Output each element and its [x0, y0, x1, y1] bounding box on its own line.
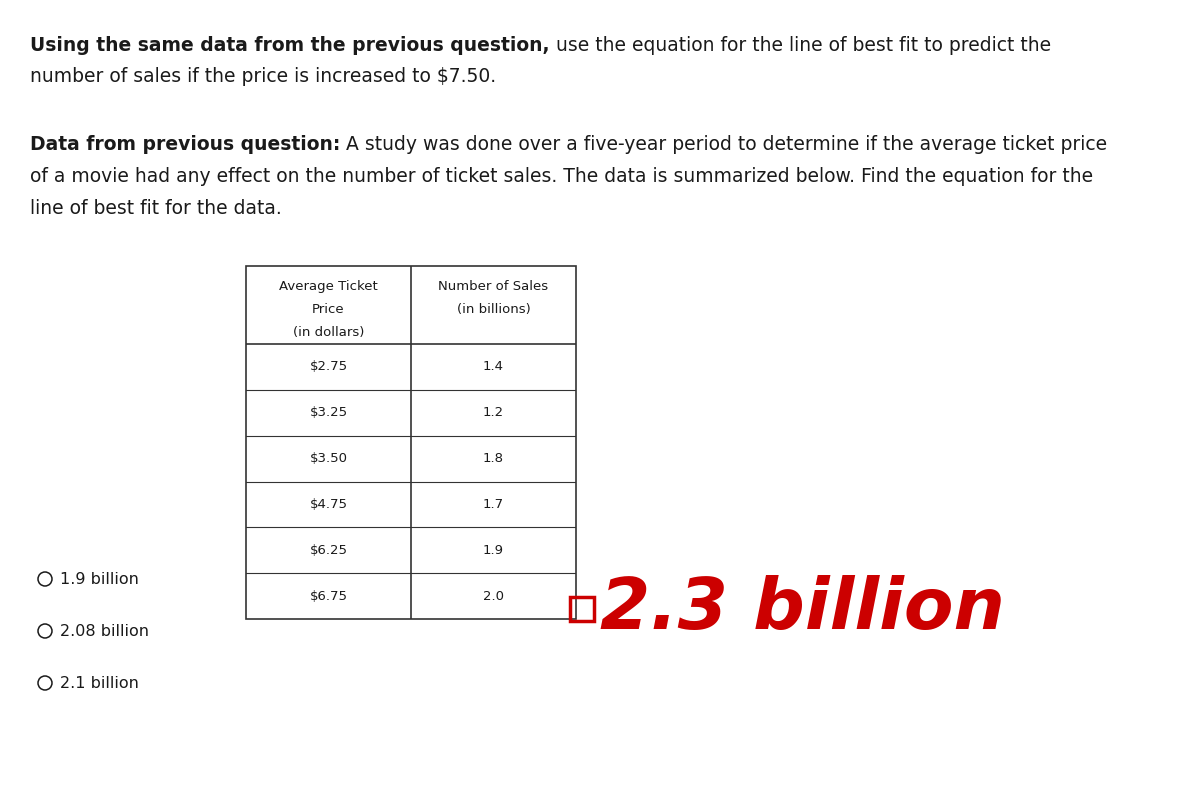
Text: 2.1 billion: 2.1 billion [60, 676, 139, 691]
Text: $6.75: $6.75 [310, 590, 348, 603]
Bar [570, 597, 594, 621]
Text: Using the same data from the previous question,: Using the same data from the previous qu… [30, 36, 550, 55]
Text: 1.7: 1.7 [482, 498, 504, 511]
Text: Data from previous question:: Data from previous question: [30, 135, 341, 154]
Text: 2.0: 2.0 [482, 590, 504, 603]
Text: 1.9: 1.9 [482, 544, 504, 557]
Text: A study was done over a five-year period to determine if the average ticket pric: A study was done over a five-year period… [341, 135, 1108, 154]
Text: 2.08 billion: 2.08 billion [60, 623, 149, 638]
Text: (in billions): (in billions) [457, 303, 530, 316]
Text: $3.50: $3.50 [310, 452, 348, 465]
Text: number of sales if the price is increased to $7.50.: number of sales if the price is increase… [30, 67, 496, 87]
Text: Price: Price [312, 303, 344, 316]
Text: 2.3 billion: 2.3 billion [600, 575, 1004, 643]
Text: $3.25: $3.25 [310, 406, 348, 419]
Text: $2.75: $2.75 [310, 360, 348, 373]
Text: $4.75: $4.75 [310, 498, 348, 511]
Text: 1.4: 1.4 [482, 360, 504, 373]
Text: 1.8: 1.8 [482, 452, 504, 465]
Text: Average Ticket: Average Ticket [280, 280, 378, 293]
Text: line of best fit for the data.: line of best fit for the data. [30, 198, 282, 218]
Text: of a movie had any effect on the number of ticket sales. The data is summarized : of a movie had any effect on the number … [30, 167, 1093, 186]
Text: Number of Sales: Number of Sales [438, 280, 548, 293]
Text: $6.25: $6.25 [310, 544, 348, 557]
Text: 1.2: 1.2 [482, 406, 504, 419]
Text: (in dollars): (in dollars) [293, 326, 364, 339]
Text: 1.9 billion: 1.9 billion [60, 572, 139, 587]
Text: use the equation for the line of best fit to predict the: use the equation for the line of best fi… [550, 36, 1051, 55]
